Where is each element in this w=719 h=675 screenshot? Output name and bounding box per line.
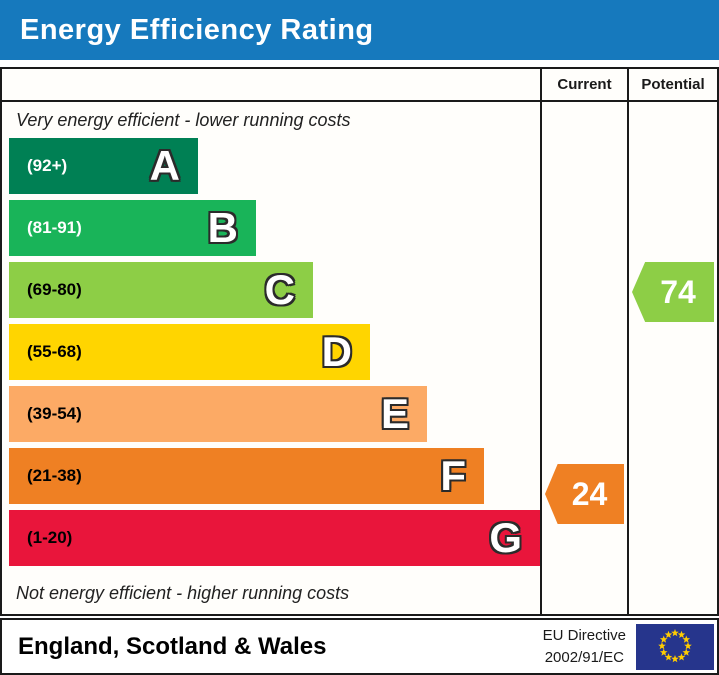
- footer-bar: England, Scotland & Wales EU Directive 2…: [0, 618, 719, 675]
- current-column: Current 24: [540, 69, 628, 614]
- potential-rating-pointer: 74: [632, 262, 714, 322]
- band-letter: F: [440, 452, 466, 499]
- band-row: (69-80) C: [9, 262, 540, 324]
- band-range: (21-38): [27, 466, 82, 485]
- band-f: (21-38) F: [9, 448, 484, 504]
- band-row: (92+) A: [9, 138, 540, 200]
- band-range: (1-20): [27, 528, 73, 547]
- band-letter: C: [264, 266, 295, 313]
- band-row: (1-20) G: [9, 510, 540, 572]
- band-range: (81-91): [27, 218, 82, 237]
- band-range: (55-68): [27, 342, 82, 361]
- current-header: Current: [542, 69, 628, 102]
- band-letter: D: [321, 328, 352, 375]
- band-b: (81-91) B: [9, 200, 256, 256]
- eu-directive-line1: EU Directive: [542, 626, 626, 644]
- band-a: (92+) A: [9, 138, 198, 194]
- band-range: (69-80): [27, 280, 82, 299]
- chart-body: Very energy efficient - lower running co…: [2, 102, 540, 614]
- eu-directive-line2: 2002/91/EC: [544, 648, 624, 666]
- chart-column: Very energy efficient - lower running co…: [2, 69, 540, 614]
- potential-rating-value: 74: [660, 273, 696, 310]
- region-label: England, Scotland & Wales: [18, 632, 327, 660]
- band-c: (69-80) C: [9, 262, 313, 318]
- current-body: 24: [542, 102, 627, 614]
- chart-header-spacer: [2, 69, 540, 102]
- rating-table: Very energy efficient - lower running co…: [0, 67, 719, 616]
- band-row: (21-38) F: [9, 448, 540, 510]
- band-range: (92+): [27, 156, 68, 175]
- title-bar: Energy Efficiency Rating: [0, 0, 719, 60]
- eu-directive-label: EU Directive 2002/91/EC: [543, 625, 626, 669]
- band-row: (55-68) D: [9, 324, 540, 386]
- current-rating-value: 24: [571, 475, 608, 512]
- band-row: (39-54) E: [9, 386, 540, 448]
- potential-header: Potential: [629, 69, 717, 102]
- page-title: Energy Efficiency Rating: [20, 13, 374, 46]
- potential-column: Potential 74: [627, 69, 717, 614]
- band-range: (39-54): [27, 404, 82, 423]
- caption-not-efficient: Not energy efficient - higher running co…: [16, 582, 350, 603]
- band-letter: E: [380, 390, 409, 437]
- caption-efficient: Very energy efficient - lower running co…: [16, 109, 351, 130]
- rating-bands: (92+) A (81-91) B (69-80) C: [2, 138, 540, 572]
- band-row: (81-91) B: [9, 200, 540, 262]
- band-letter: A: [149, 142, 180, 189]
- current-rating-pointer: 24: [545, 464, 625, 524]
- potential-body: 74: [629, 102, 717, 614]
- band-g: (1-20) G: [9, 510, 540, 566]
- band-letter: G: [489, 514, 522, 561]
- band-e: (39-54) E: [9, 386, 427, 442]
- eu-flag-icon: [636, 623, 714, 670]
- band-letter: B: [207, 204, 238, 251]
- band-d: (55-68) D: [9, 324, 370, 380]
